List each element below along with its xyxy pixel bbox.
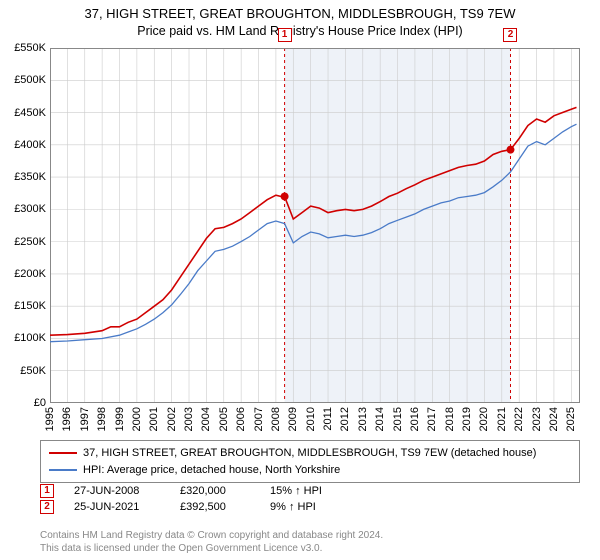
x-axis-tick-label: 2013 bbox=[357, 407, 369, 431]
y-axis-tick-label: £550K bbox=[14, 42, 46, 54]
y-axis-tick-label: £400K bbox=[14, 139, 46, 151]
legend-item: 37, HIGH STREET, GREAT BROUGHTON, MIDDLE… bbox=[49, 445, 571, 462]
footer: Contains HM Land Registry data © Crown c… bbox=[40, 530, 383, 555]
x-axis-tick-label: 1996 bbox=[61, 407, 73, 431]
x-axis-tick-label: 2008 bbox=[270, 407, 282, 431]
x-axis-tick-label: 1998 bbox=[96, 407, 108, 431]
transaction-date: 27-JUN-2008 bbox=[74, 485, 160, 497]
y-axis-tick-label: £350K bbox=[14, 171, 46, 183]
x-axis-tick-label: 1995 bbox=[44, 407, 56, 431]
transaction-price: £320,000 bbox=[180, 485, 250, 497]
y-axis-tick-label: £100K bbox=[14, 332, 46, 344]
x-axis-tick-label: 2009 bbox=[287, 407, 299, 431]
transactions-table: 1 27-JUN-2008 £320,000 15% ↑ HPI 2 25-JUN-202… bbox=[40, 484, 350, 516]
title-line-1: 37, HIGH STREET, GREAT BROUGHTON, MIDDLE… bbox=[0, 6, 600, 23]
y-axis-tick-label: £50K bbox=[20, 365, 46, 377]
x-axis-tick-label: 2004 bbox=[200, 407, 212, 431]
y-axis-tick-label: £200K bbox=[14, 268, 46, 280]
x-axis-tick-label: 2011 bbox=[322, 407, 334, 431]
x-axis-tick-label: 2024 bbox=[548, 407, 560, 431]
y-axis-tick-label: £250K bbox=[14, 236, 46, 248]
x-axis-tick-label: 2023 bbox=[531, 407, 543, 431]
legend-label: 37, HIGH STREET, GREAT BROUGHTON, MIDDLE… bbox=[83, 445, 536, 462]
x-axis-tick-label: 2014 bbox=[374, 407, 386, 431]
transaction-row: 2 25-JUN-2021 £392,500 9% ↑ HPI bbox=[40, 500, 350, 514]
x-axis-tick-label: 2025 bbox=[565, 407, 577, 431]
legend-item: HPI: Average price, detached house, Nort… bbox=[49, 462, 571, 479]
transaction-marker: 1 bbox=[40, 484, 54, 498]
x-axis-tick-label: 2021 bbox=[496, 407, 508, 431]
legend-swatch bbox=[49, 469, 77, 471]
x-axis-tick-label: 2006 bbox=[235, 407, 247, 431]
transaction-row: 1 27-JUN-2008 £320,000 15% ↑ HPI bbox=[40, 484, 350, 498]
x-axis-tick-label: 2022 bbox=[513, 407, 525, 431]
legend-label: HPI: Average price, detached house, Nort… bbox=[83, 462, 340, 479]
x-axis-tick-label: 1997 bbox=[79, 407, 91, 431]
y-axis-tick-label: £300K bbox=[14, 203, 46, 215]
chart-container: 37, HIGH STREET, GREAT BROUGHTON, MIDDLE… bbox=[0, 0, 600, 560]
transaction-pct: 9% ↑ HPI bbox=[270, 501, 350, 513]
x-axis-tick-label: 2017 bbox=[426, 407, 438, 431]
legend-swatch bbox=[49, 452, 77, 454]
footer-line-1: Contains HM Land Registry data © Crown c… bbox=[40, 530, 383, 543]
x-axis-tick-label: 2005 bbox=[218, 407, 230, 431]
x-axis-tick-label: 2010 bbox=[305, 407, 317, 431]
x-axis-tick-label: 2015 bbox=[392, 407, 404, 431]
x-axis-tick-label: 2002 bbox=[166, 407, 178, 431]
transaction-marker: 2 bbox=[40, 500, 54, 514]
legend: 37, HIGH STREET, GREAT BROUGHTON, MIDDLE… bbox=[40, 440, 580, 483]
x-axis-tick-label: 2019 bbox=[461, 407, 473, 431]
x-axis-tick-label: 1999 bbox=[114, 407, 126, 431]
line-chart-svg bbox=[50, 48, 580, 403]
event-marker-1: 1 bbox=[278, 28, 292, 42]
x-axis-tick-label: 2016 bbox=[409, 407, 421, 431]
x-axis-tick-label: 2012 bbox=[339, 407, 351, 431]
transaction-price: £392,500 bbox=[180, 501, 250, 513]
y-axis-tick-label: £450K bbox=[14, 107, 46, 119]
x-axis-tick-label: 2007 bbox=[253, 407, 265, 431]
chart-area: £0£50K£100K£150K£200K£250K£300K£350K£400… bbox=[50, 48, 580, 403]
x-axis-tick-label: 2000 bbox=[131, 407, 143, 431]
footer-line-2: This data is licensed under the Open Gov… bbox=[40, 543, 383, 556]
x-axis-tick-label: 2003 bbox=[183, 407, 195, 431]
event-marker-2: 2 bbox=[503, 28, 517, 42]
y-axis-tick-label: £150K bbox=[14, 300, 46, 312]
x-axis-tick-label: 2018 bbox=[444, 407, 456, 431]
transaction-date: 25-JUN-2021 bbox=[74, 501, 160, 513]
transaction-pct: 15% ↑ HPI bbox=[270, 485, 350, 497]
y-axis-tick-label: £500K bbox=[14, 74, 46, 86]
x-axis-tick-label: 2001 bbox=[148, 407, 160, 431]
x-axis-tick-label: 2020 bbox=[478, 407, 490, 431]
